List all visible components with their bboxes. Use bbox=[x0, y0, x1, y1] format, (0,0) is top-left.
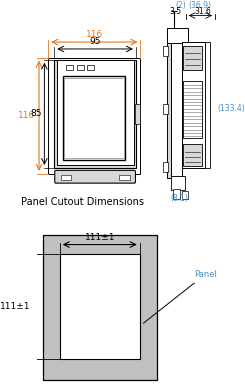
Text: 3.5: 3.5 bbox=[169, 7, 181, 16]
Bar bbox=[77, 65, 84, 70]
Bar bbox=[171, 176, 185, 189]
Text: 31.6: 31.6 bbox=[194, 7, 211, 16]
Bar bbox=[184, 144, 202, 166]
Bar bbox=[66, 65, 73, 70]
Text: Panel Cutout Dimensions: Panel Cutout Dimensions bbox=[21, 198, 144, 207]
Text: (133.4): (133.4) bbox=[217, 104, 245, 113]
Text: 111±1: 111±1 bbox=[85, 232, 115, 241]
Bar bbox=[119, 175, 130, 180]
Bar bbox=[182, 191, 188, 200]
Bar bbox=[182, 42, 205, 168]
Bar bbox=[184, 82, 202, 138]
Bar bbox=[163, 162, 168, 172]
Bar bbox=[167, 28, 188, 43]
Bar bbox=[163, 104, 168, 114]
Bar bbox=[61, 175, 71, 180]
Bar bbox=[171, 32, 182, 176]
Bar bbox=[57, 60, 134, 165]
Text: (2): (2) bbox=[176, 1, 186, 10]
Text: 85: 85 bbox=[31, 109, 42, 118]
Bar bbox=[135, 104, 140, 123]
Text: (8.1): (8.1) bbox=[171, 194, 189, 203]
Bar bbox=[167, 31, 171, 178]
Bar bbox=[43, 235, 157, 380]
Text: 95: 95 bbox=[89, 37, 101, 46]
Text: 111±1: 111±1 bbox=[0, 302, 31, 311]
Bar bbox=[54, 60, 136, 168]
Bar bbox=[173, 189, 180, 200]
FancyBboxPatch shape bbox=[55, 171, 135, 183]
Text: (36.9): (36.9) bbox=[188, 1, 211, 10]
Text: Panel: Panel bbox=[143, 270, 217, 323]
Bar bbox=[63, 76, 125, 160]
Bar bbox=[64, 78, 123, 158]
Bar bbox=[184, 46, 202, 70]
Text: 116: 116 bbox=[86, 30, 103, 39]
Bar bbox=[205, 42, 210, 168]
Bar bbox=[163, 46, 168, 56]
Text: 116: 116 bbox=[18, 111, 35, 120]
Bar bbox=[87, 65, 94, 70]
Bar bbox=[48, 58, 140, 174]
Bar bbox=[60, 254, 140, 359]
